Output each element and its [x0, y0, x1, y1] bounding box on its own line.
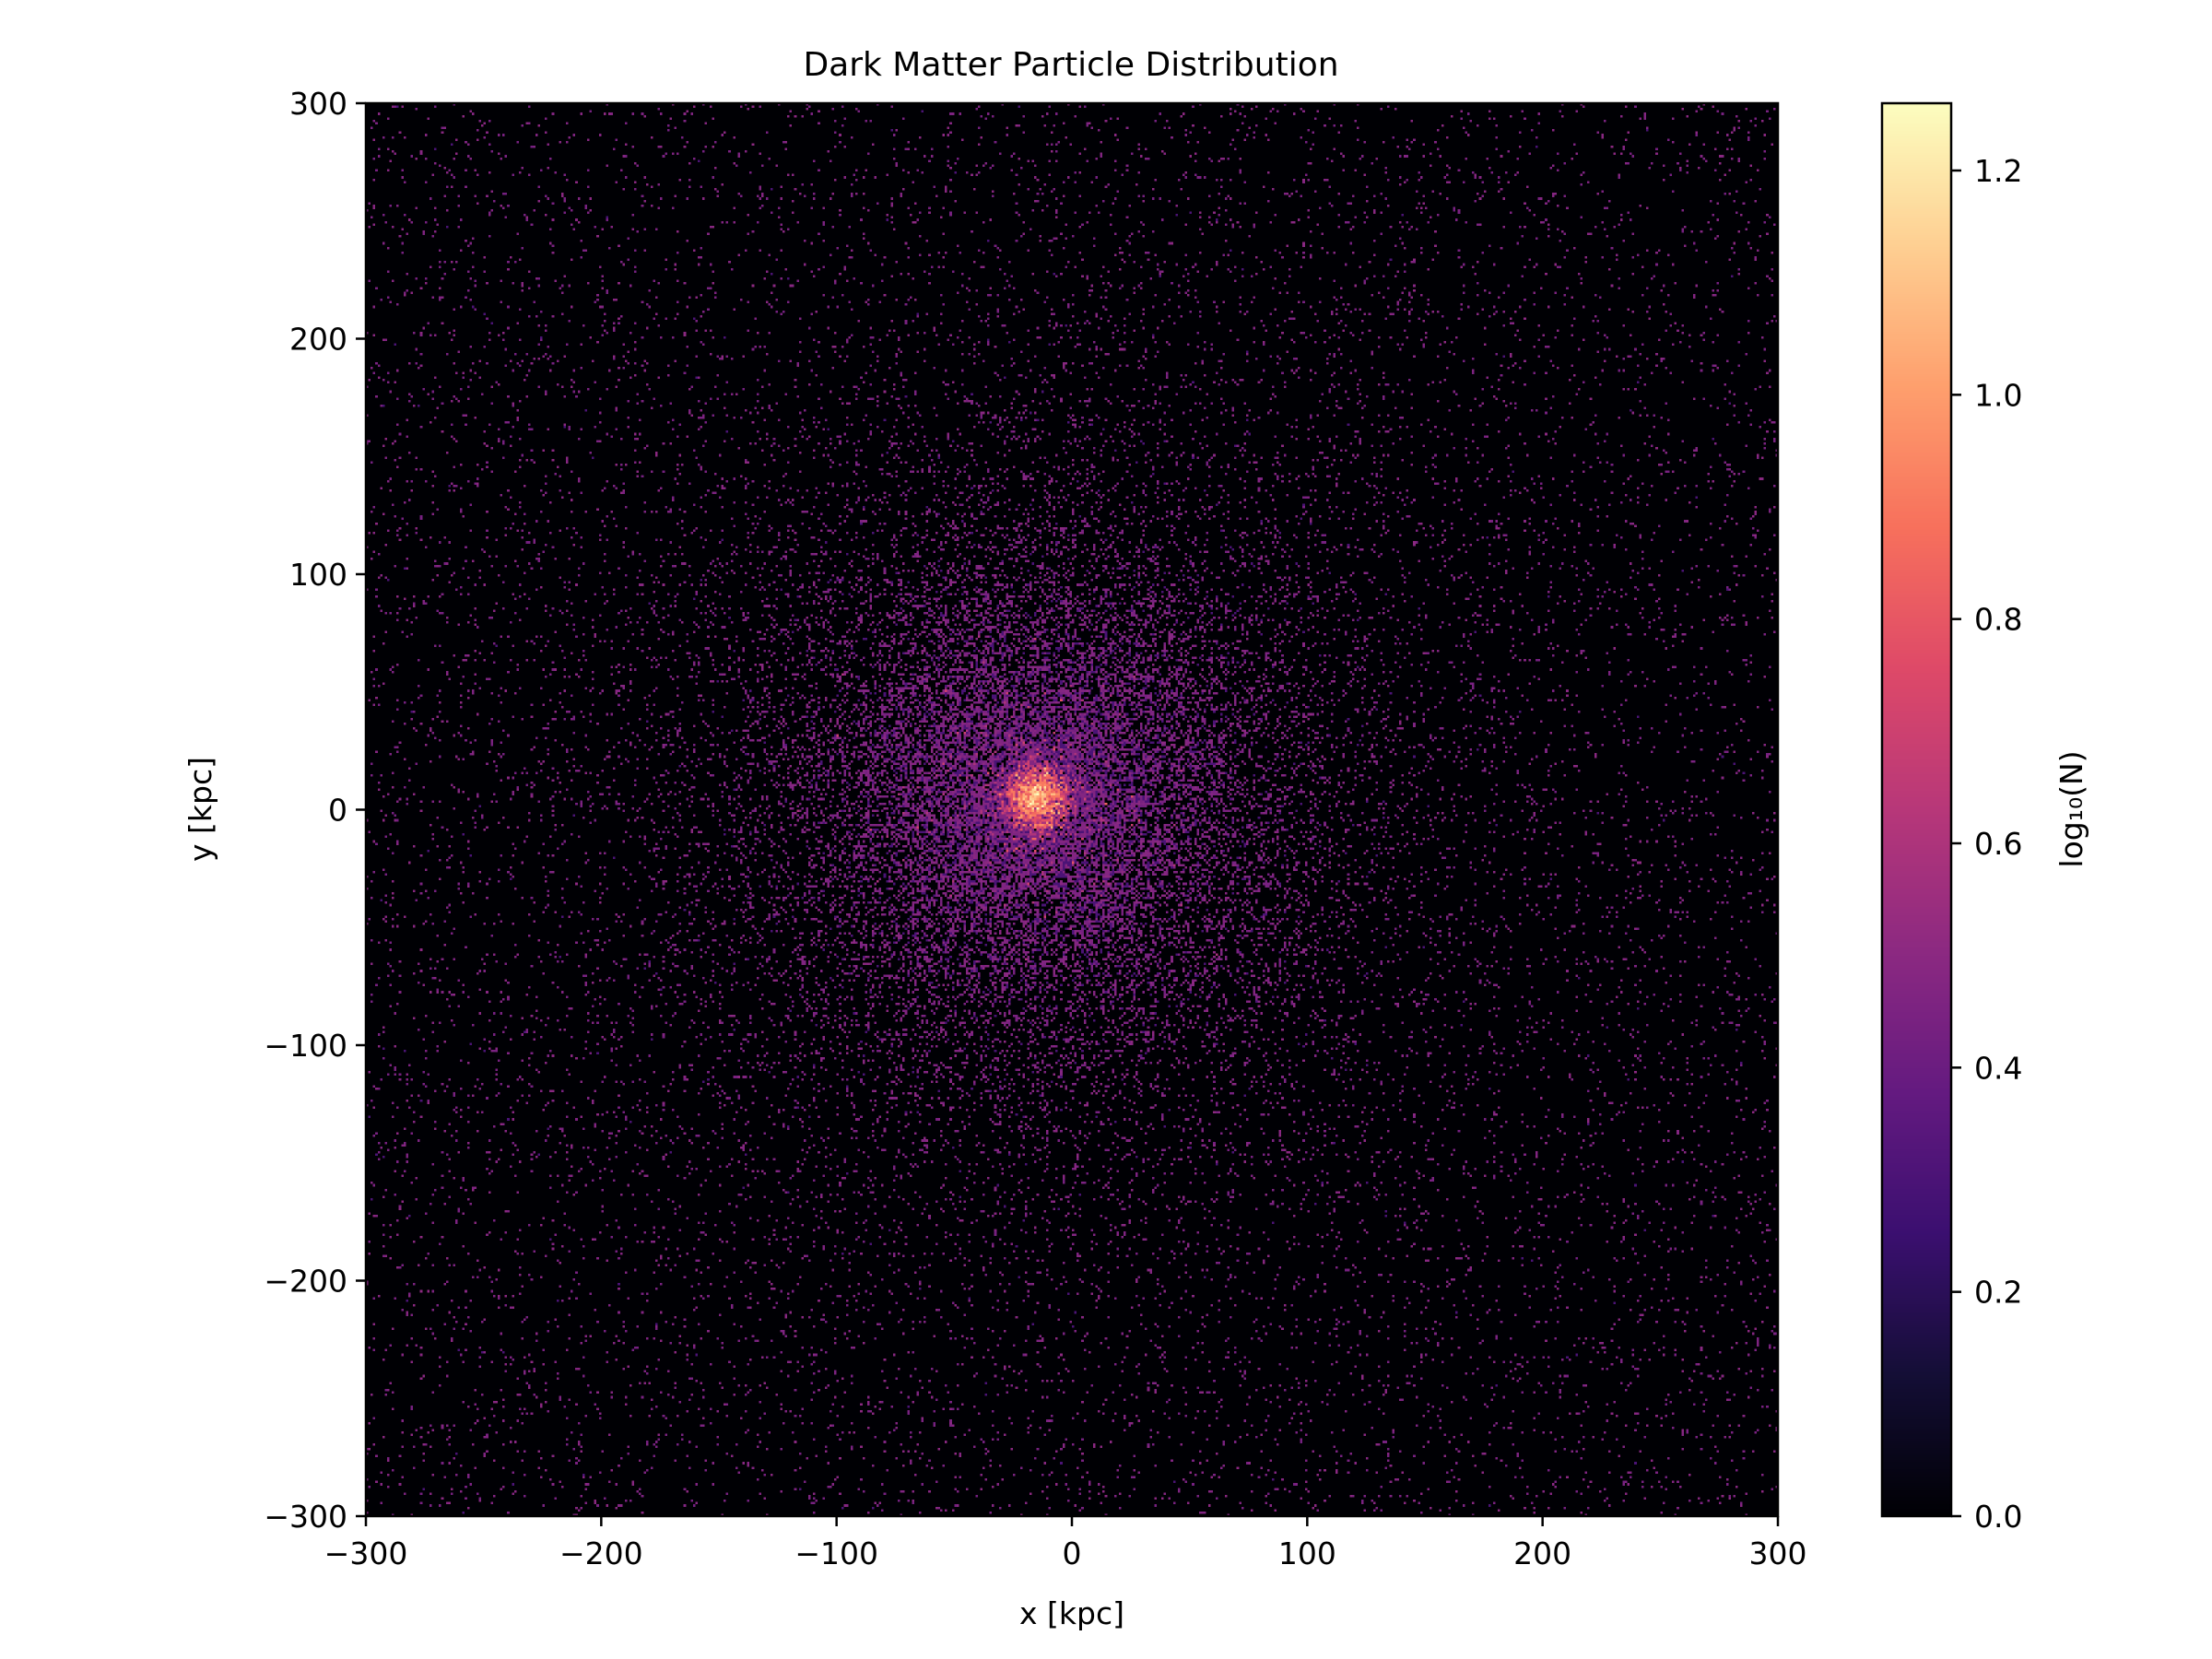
y-tick-label: 0 [328, 793, 347, 829]
y-tick-label: 300 [289, 86, 347, 122]
y-tick-label: −200 [264, 1264, 347, 1300]
y-tick-label: 100 [289, 557, 347, 593]
x-tick-label: −100 [794, 1535, 878, 1571]
y-axis-ticks: −300 −200 −100 0 100 200 300 [264, 86, 366, 1535]
chart-title: Dark Matter Particle Distribution [803, 46, 1338, 84]
x-tick-label: 300 [1749, 1535, 1807, 1571]
x-tick-label: 100 [1278, 1535, 1336, 1571]
x-axis-label: x [kpc] [1019, 1595, 1124, 1631]
colorbar-tick-label: 0.4 [1974, 1050, 2022, 1086]
colorbar-gradient [1882, 103, 1951, 1516]
x-tick-label: −300 [324, 1535, 408, 1571]
y-tick-label: −300 [264, 1499, 347, 1535]
y-tick-label: 200 [289, 322, 347, 358]
colorbar-tick-label: 1.2 [1974, 153, 2022, 189]
y-tick-label: −100 [264, 1028, 347, 1064]
x-axis-ticks: −300 −200 −100 0 100 200 300 [324, 1516, 1807, 1571]
x-tick-label: −200 [559, 1535, 643, 1571]
colorbar-label: log₁₀(N) [2053, 750, 2089, 867]
heatmap-area [366, 103, 1778, 1516]
colorbar-frame [1880, 101, 1953, 1518]
colorbar-tick-label: 0.6 [1974, 826, 2022, 862]
colorbar-ticks: 0.0 0.2 0.4 0.6 0.8 1.0 1.2 [1951, 153, 2022, 1535]
colorbar [1882, 103, 1951, 1516]
colorbar-tick-label: 0.2 [1974, 1275, 2022, 1311]
heatmap-canvas [366, 103, 1778, 1516]
colorbar-tick-label: 0.8 [1974, 602, 2022, 638]
x-tick-label: 0 [1063, 1535, 1082, 1571]
x-tick-label: 200 [1513, 1535, 1571, 1571]
colorbar-tick-label: 0.0 [1974, 1499, 2022, 1535]
colorbar-tick-label: 1.0 [1974, 377, 2022, 413]
y-axis-label: y [kpc] [182, 757, 218, 862]
